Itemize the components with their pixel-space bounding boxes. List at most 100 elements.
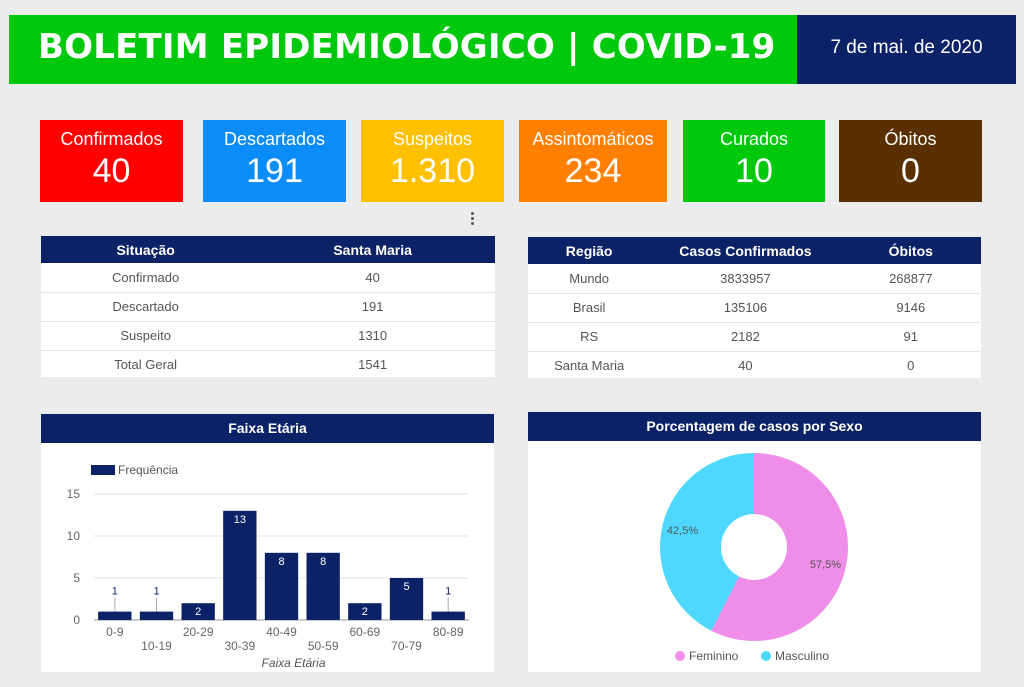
table-row: Santa Maria 40 0 (528, 351, 981, 380)
kpi-label: Curados (719, 129, 789, 149)
table-cell: 2182 (650, 322, 841, 352)
x-tick-label: 20-29 (183, 625, 214, 639)
y-tick-label: 10 (67, 529, 81, 543)
y-tick-label: 0 (73, 613, 80, 627)
chart-title: Porcentagem de casos por Sexo (528, 412, 981, 441)
more-options-icon[interactable] (467, 211, 477, 229)
kpi-value: 10 (735, 152, 773, 190)
y-tick-label: 5 (73, 571, 80, 585)
x-tick-label: 40-49 (266, 625, 297, 639)
table-cell: Mundo (528, 264, 651, 294)
x-tick-label: 50-59 (308, 639, 339, 653)
bar (306, 552, 340, 620)
kpi-card-descartados: Descartados 191 (203, 120, 346, 202)
sex-chart-card: Porcentagem de casos por Sexo 57,5% 42,5%… (528, 412, 981, 672)
table-row: Total Geral 1541 (41, 350, 495, 379)
table-cell: 91 (840, 322, 981, 352)
bar (223, 510, 257, 620)
table-cell: RS (528, 322, 651, 352)
table-header-row: Região Casos Confirmados Óbitos (528, 237, 981, 264)
kpi-card-suspeitos: Suspeitos 1.310 (361, 120, 504, 202)
x-tick-label: 10-19 (141, 639, 172, 653)
table-row: Mundo 3833957 268877 (528, 264, 981, 294)
age-chart-card: Faixa Etária 0 5 10 15 Frequência 1 0-9 1 10-19 2… (41, 414, 494, 672)
x-tick-label: 30-39 (224, 639, 255, 653)
bar-value-label: 1 (112, 586, 118, 598)
table-row: RS 2182 91 (528, 322, 981, 352)
bar (431, 611, 465, 620)
table-cell: Brasil (528, 293, 651, 323)
x-axis-title: Faixa Etária (261, 656, 325, 670)
date-banner: 7 de mai. de 2020 (797, 15, 1016, 84)
bar (181, 603, 215, 620)
bar-value-label: 8 (278, 556, 284, 568)
pie-slice-masculino (660, 453, 754, 631)
table-cell: 9146 (840, 293, 981, 323)
table-cell: 0 (907, 358, 915, 374)
situation-table-card: Situação Santa Maria Confirmado 40 Desca… (41, 236, 495, 377)
kpi-value: 191 (246, 152, 303, 190)
kpi-label: Suspeitos (392, 129, 473, 149)
column-header: Situação (41, 236, 251, 263)
bar-value-label: 5 (403, 581, 409, 593)
table-cell: Santa Maria (554, 358, 625, 374)
table-cell: Total Geral (114, 357, 178, 373)
region-table-card: Região Casos Confirmados Óbitos Mundo 38… (528, 237, 981, 378)
table-cell: 3833957 (650, 264, 841, 294)
kpi-value: 1.310 (389, 152, 476, 190)
legend-swatch (675, 651, 685, 661)
bar (389, 578, 424, 620)
x-tick-label: 80-89 (433, 625, 464, 639)
table-cell: Descartado (41, 292, 251, 322)
table-cell: 268877 (840, 264, 981, 294)
bar (264, 552, 299, 620)
kpi-value: 0 (901, 152, 920, 190)
kpi-value: 40 (92, 152, 131, 190)
region-table: Região Casos Confirmados Óbitos Mundo 38… (528, 237, 981, 380)
pie-slice-feminino (711, 453, 848, 641)
table-row: Brasil 135106 9146 (528, 293, 981, 323)
table-cell: 191 (250, 292, 495, 322)
bar-value-label: 1 (445, 586, 451, 598)
bar-value-label: 1 (153, 586, 159, 598)
kpi-label: Assintomáticos (532, 129, 654, 149)
title-banner: BOLETIM EPIDEMIOLÓGICO | COVID-19 (9, 15, 797, 84)
table-row: Suspeito 1310 (41, 321, 495, 351)
report-date: 7 de mai. de 2020 (830, 37, 983, 58)
header: BOLETIM EPIDEMIOLÓGICO | COVID-19 7 de m… (9, 15, 1016, 84)
table-cell: 40 (250, 263, 495, 293)
table-cell: Suspeito (41, 321, 251, 351)
table-cell: Confirmado (41, 263, 251, 293)
kpi-card-curados: Curados 10 (683, 120, 825, 202)
column-header: Santa Maria (250, 236, 495, 263)
y-tick-label: 15 (67, 487, 81, 501)
table-row: Confirmado 40 (41, 263, 495, 293)
legend-label: Frequência (118, 463, 178, 477)
legend-label: Masculino (775, 649, 829, 663)
column-header: Casos Confirmados (650, 237, 841, 264)
chart-title: Faixa Etária (41, 414, 494, 443)
bar (348, 603, 382, 620)
sex-donut-chart: 57,5% 42,5% Feminino Masculino (660, 453, 848, 663)
x-tick-label: 70-79 (391, 639, 422, 653)
table-cell: 135106 (650, 293, 841, 323)
x-tick-label: 60-69 (349, 625, 380, 639)
x-tick-label: 0-9 (106, 625, 124, 639)
bar (98, 611, 132, 620)
bar-value-label: 2 (195, 606, 201, 618)
bar (139, 611, 174, 620)
kpi-label: Óbitos (884, 129, 937, 149)
legend-swatch (761, 651, 771, 661)
kpi-card-confirmados: Confirmados 40 (40, 120, 183, 202)
bar-value-label: 8 (320, 556, 326, 568)
page-title: BOLETIM EPIDEMIOLÓGICO | COVID-19 (38, 27, 776, 67)
kpi-card-assintomaticos: Assintomáticos 234 (519, 120, 667, 202)
kpi-value: 234 (564, 152, 622, 190)
table-cell: 1310 (250, 321, 495, 351)
kpi-card-obitos: Óbitos 0 (839, 120, 982, 202)
column-header: Óbitos (840, 237, 981, 264)
age-bar-chart: 051015Frequência10-9110-19220-291330-398… (67, 463, 469, 670)
kpi-label: Confirmados (60, 129, 163, 149)
situation-table: Situação Santa Maria Confirmado 40 Desca… (41, 236, 495, 379)
pie-slice-label: 57,5% (810, 559, 841, 571)
